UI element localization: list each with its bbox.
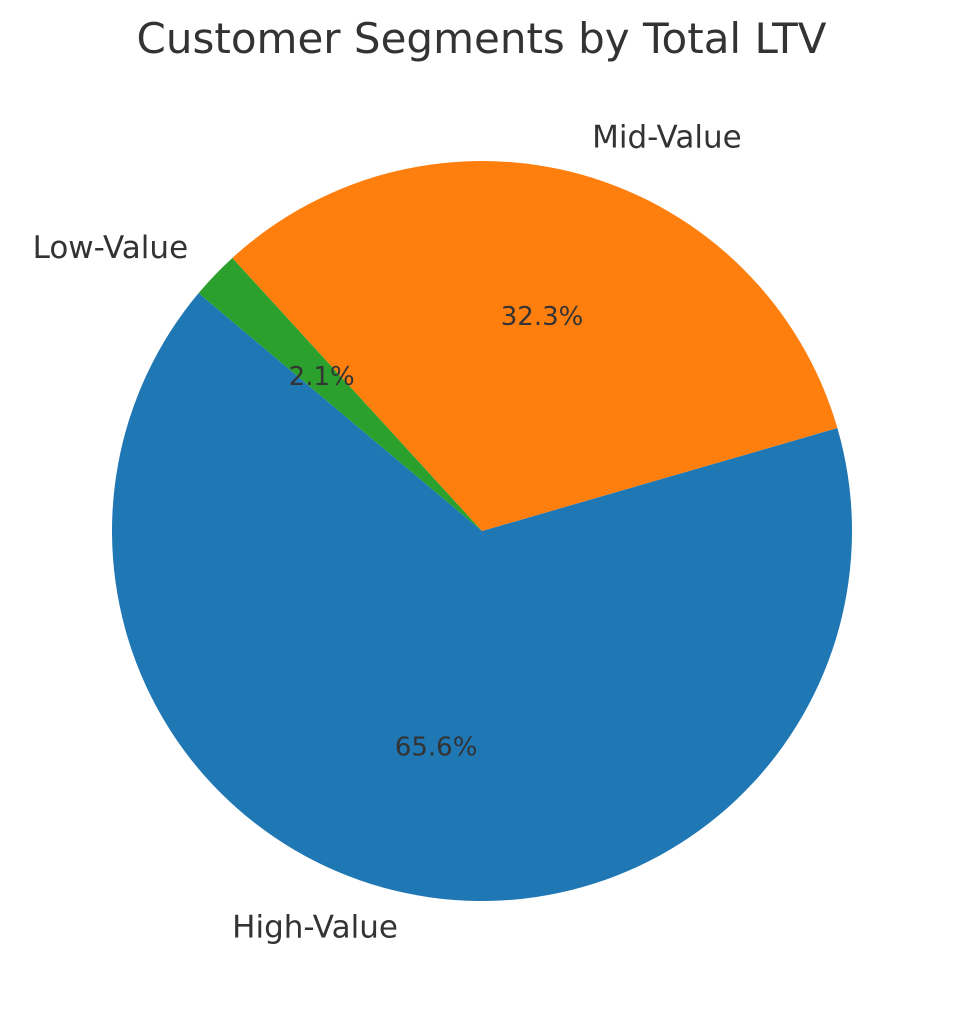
slice-pct-mid-value: 32.3% [501, 302, 584, 332]
slice-label-low-value: Low-Value [33, 230, 189, 266]
slice-label-mid-value: Mid-Value [592, 120, 742, 156]
slice-pct-low-value: 2.1% [289, 362, 355, 392]
chart-title: Customer Segments by Total LTV [136, 14, 827, 63]
pie-slice-mid-value [232, 160, 838, 532]
slice-pct-high-value: 65.6% [395, 733, 478, 763]
pie-slice-high-value [111, 293, 853, 902]
pie-slice-low-value [198, 257, 483, 531]
slice-label-high-value: High-Value [232, 910, 398, 946]
